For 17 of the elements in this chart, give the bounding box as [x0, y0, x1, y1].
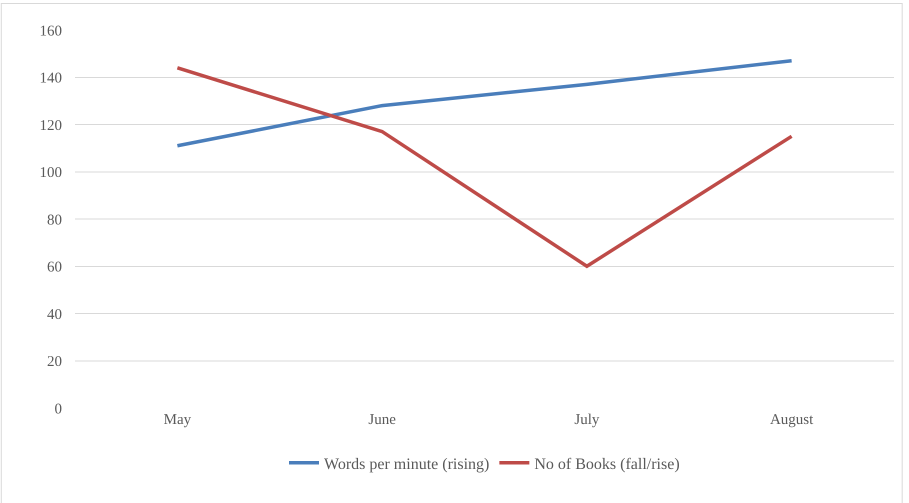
y-tick-label: 20 — [47, 354, 62, 370]
y-tick-label: 120 — [40, 118, 62, 134]
y-tick-label: 40 — [47, 306, 62, 323]
line-series — [176, 66, 794, 268]
legend-label: No of Books (fall/rise) — [534, 456, 680, 473]
x-tick-label: August — [770, 412, 814, 428]
x-tick-label: May — [164, 412, 192, 428]
y-tick-label: 80 — [47, 212, 62, 228]
x-tick-label: June — [368, 412, 396, 428]
y-tick-label: 60 — [47, 260, 62, 276]
y-tick-label: 100 — [40, 165, 62, 181]
y-tick-label: 140 — [40, 70, 62, 86]
legend-label: Words per minute (rising) — [324, 456, 490, 473]
line-series — [176, 58, 794, 148]
y-tick-label: 0 — [54, 401, 62, 418]
y-tick-label: 160 — [40, 23, 62, 40]
x-tick-label: July — [574, 412, 600, 428]
